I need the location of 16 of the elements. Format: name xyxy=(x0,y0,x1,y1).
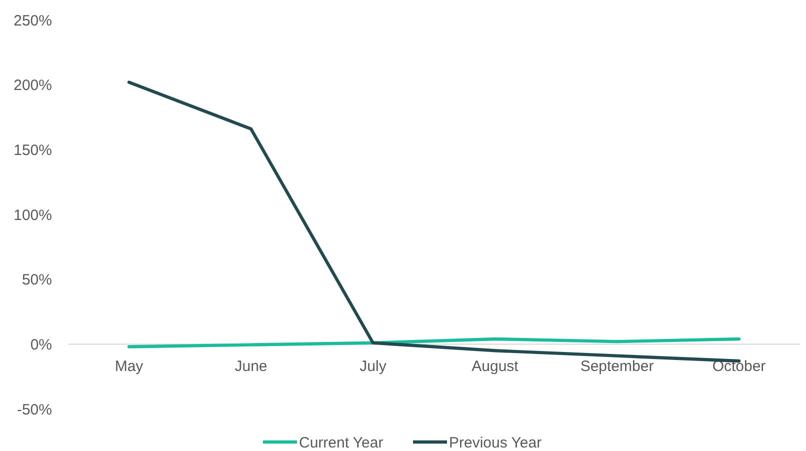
x-tick-label: October xyxy=(712,358,766,376)
y-tick-label: 0% xyxy=(30,336,52,354)
legend-label: Previous Year xyxy=(449,434,542,451)
x-tick-label: July xyxy=(360,358,387,376)
x-tick-label: June xyxy=(234,358,268,376)
x-tick-label: August xyxy=(472,358,520,376)
y-tick-label: 100% xyxy=(14,206,52,224)
y-tick-label: 200% xyxy=(14,77,52,94)
y-tick-label: -50% xyxy=(16,401,52,418)
y-tick-label: 150% xyxy=(14,142,52,159)
x-tick-label: September xyxy=(580,358,654,376)
y-tick-label: 50% xyxy=(22,272,52,289)
line-series xyxy=(127,337,741,348)
x-tick-label: May xyxy=(114,358,144,376)
y-tick-label: 250% xyxy=(14,12,52,30)
legend-label: Current Year xyxy=(299,434,384,451)
